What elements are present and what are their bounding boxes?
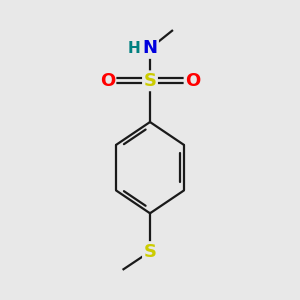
Text: O: O <box>100 72 115 90</box>
Text: S: S <box>143 243 157 261</box>
Text: S: S <box>143 72 157 90</box>
Text: H: H <box>128 41 140 56</box>
Text: O: O <box>185 72 200 90</box>
Text: N: N <box>142 39 158 57</box>
